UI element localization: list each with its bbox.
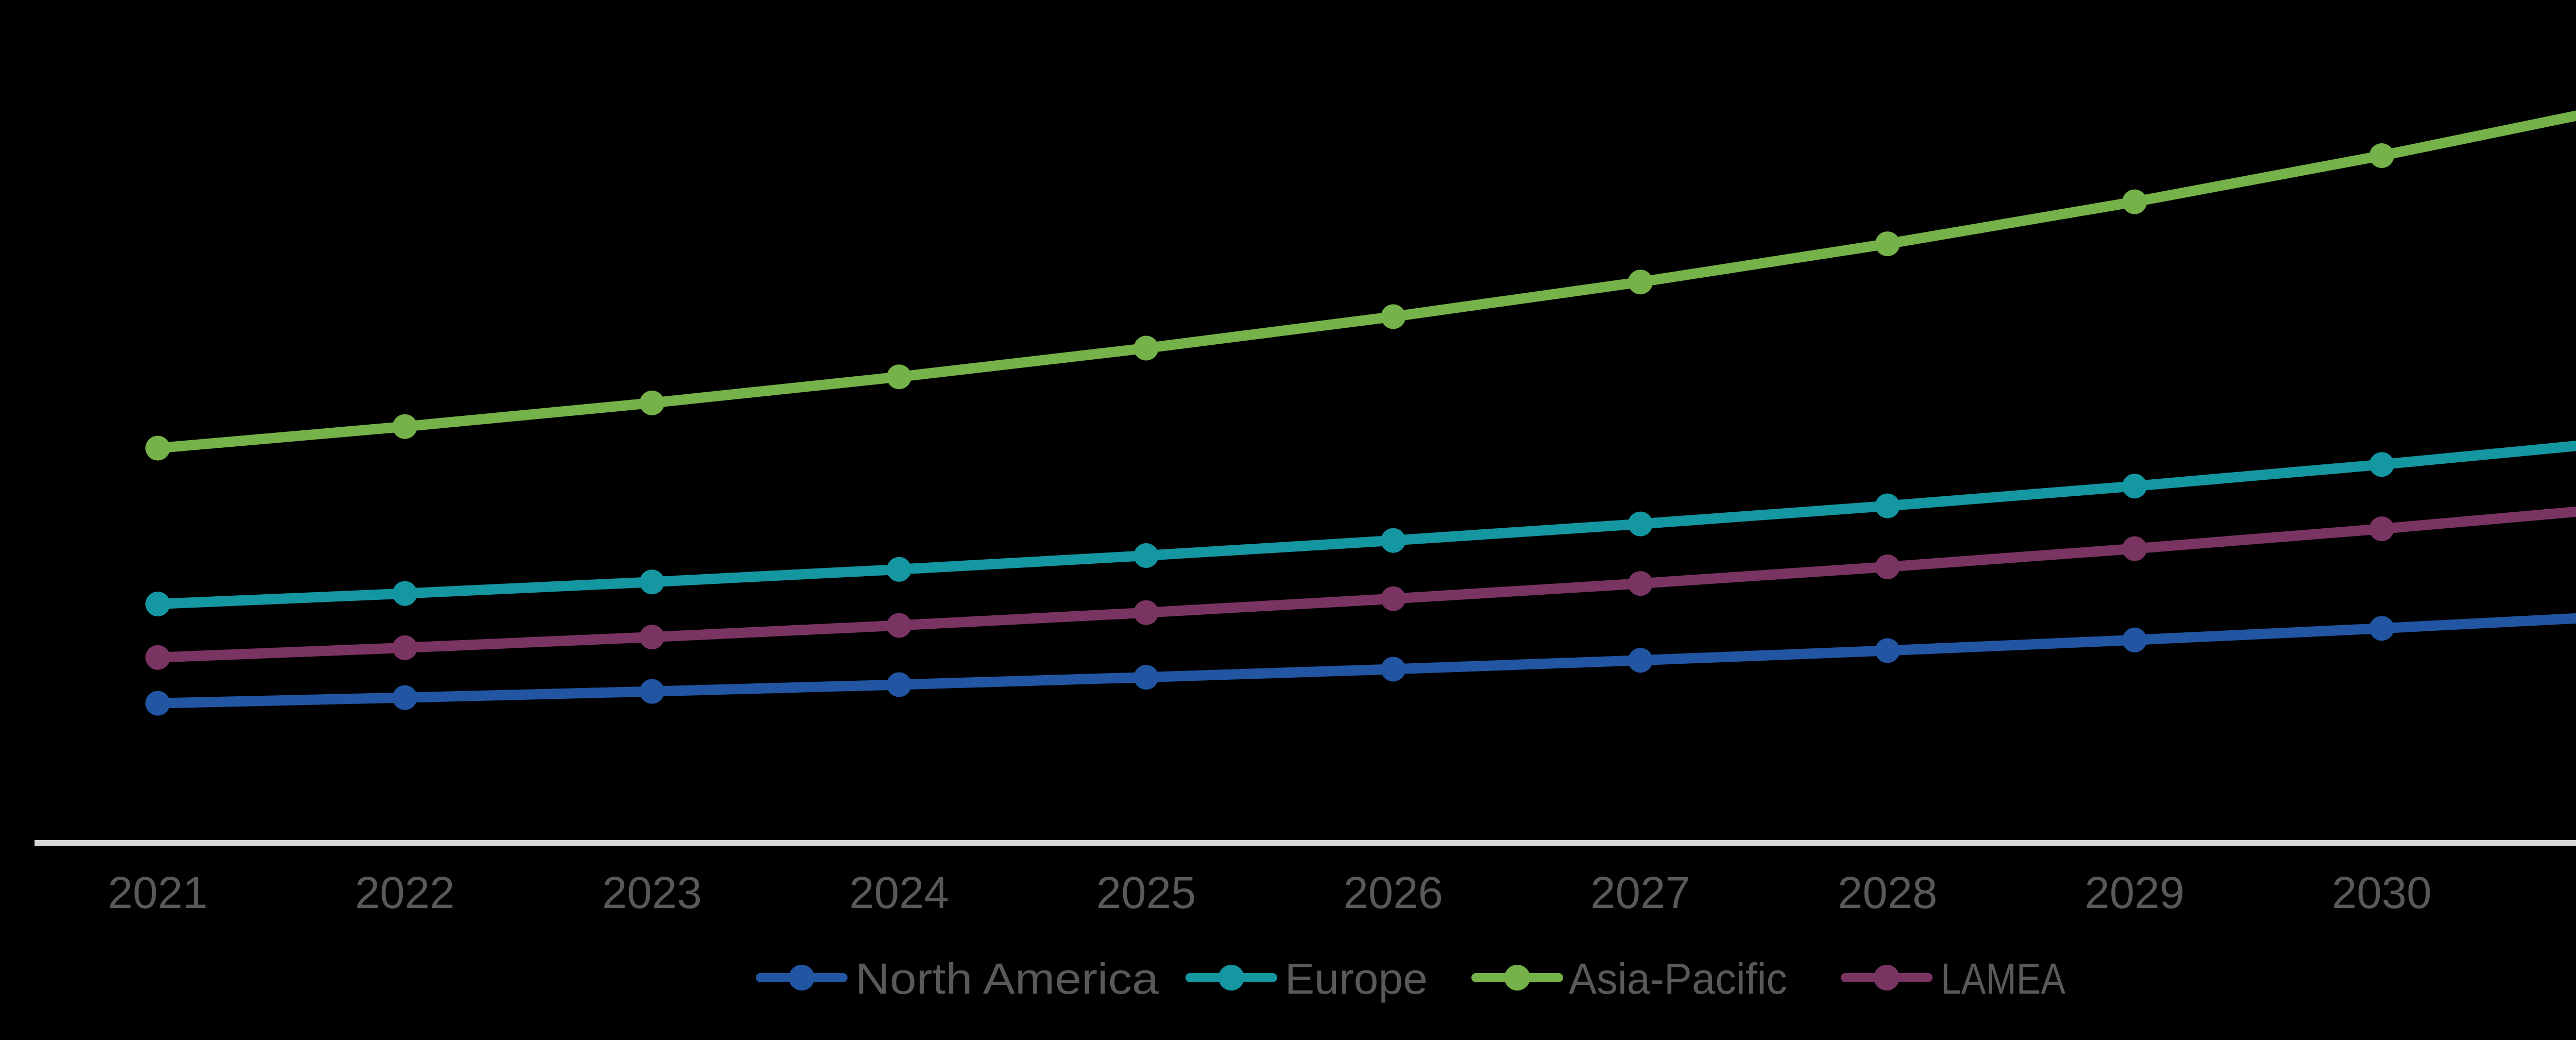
svg-text:2029: 2029 xyxy=(2084,868,2184,918)
svg-text:2025: 2025 xyxy=(1096,868,1196,918)
svg-text:2023: 2023 xyxy=(602,868,702,918)
svg-text:2026: 2026 xyxy=(1344,868,1444,918)
svg-text:2022: 2022 xyxy=(355,868,455,918)
svg-text:Asia-Pacific: Asia-Pacific xyxy=(1569,954,1787,1003)
svg-text:Europe: Europe xyxy=(1285,954,1428,1003)
svg-text:2030: 2030 xyxy=(2332,868,2432,918)
svg-text:2024: 2024 xyxy=(849,868,949,918)
svg-text:2028: 2028 xyxy=(1838,868,1938,918)
svg-text:North America: North America xyxy=(855,954,1159,1003)
svg-text:2027: 2027 xyxy=(1590,868,1690,918)
svg-text:LAMEA: LAMEA xyxy=(1941,954,2065,1003)
svg-text:2021: 2021 xyxy=(108,868,208,918)
